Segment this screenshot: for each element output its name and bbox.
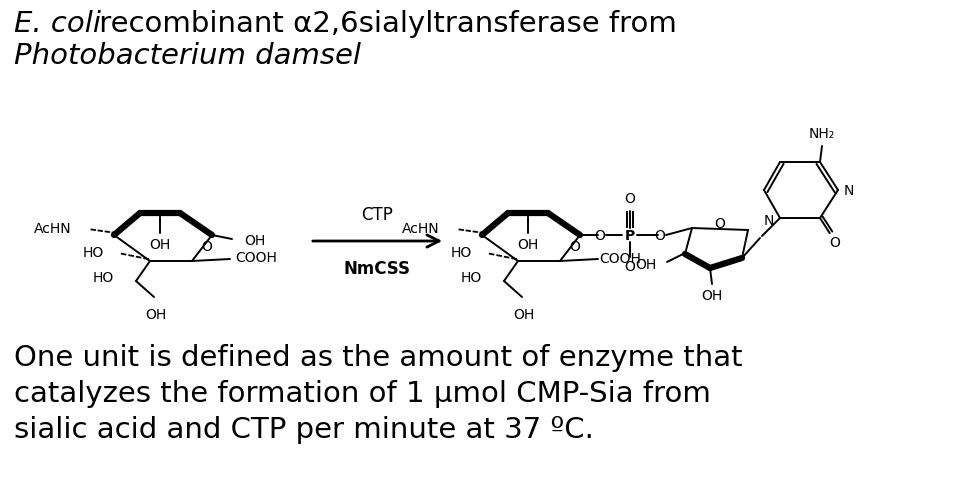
Text: OH: OH [636,258,657,272]
Text: O: O [595,228,605,242]
Text: OH: OH [701,289,722,303]
Text: catalyzes the formation of 1 μmol CMP-Sia from: catalyzes the formation of 1 μmol CMP-Si… [14,379,711,407]
Text: NmCSS: NmCSS [344,260,411,278]
Text: OH: OH [146,308,167,321]
Text: OH: OH [517,237,538,252]
Text: recombinant α2,6sialyltransferase from: recombinant α2,6sialyltransferase from [90,10,677,38]
Text: OH: OH [244,233,265,247]
Text: AcHN: AcHN [34,221,72,235]
Text: N: N [764,213,774,227]
Text: HO: HO [461,271,482,285]
Text: O: O [625,191,635,205]
Text: O: O [830,235,840,249]
Text: NH₂: NH₂ [809,127,835,141]
Text: ⁻: ⁻ [638,256,645,269]
Text: COOH: COOH [599,252,641,266]
Text: O: O [654,228,666,242]
Text: HO: HO [82,245,104,260]
Text: P: P [625,228,635,242]
Text: One unit is defined as the amount of enzyme that: One unit is defined as the amount of enz… [14,343,742,371]
Text: Photobacterium damsel: Photobacterium damsel [14,42,361,70]
Text: CTP: CTP [361,205,394,223]
Text: OH: OH [149,237,171,252]
Text: sialic acid and CTP per minute at 37 ºC.: sialic acid and CTP per minute at 37 ºC. [14,415,594,443]
Text: E. coli: E. coli [14,10,101,38]
Text: O: O [715,216,725,230]
Text: OH: OH [513,308,535,321]
Text: O: O [201,239,213,254]
Text: HO: HO [451,245,472,260]
Text: O: O [625,260,635,274]
Text: O: O [570,239,581,254]
Text: COOH: COOH [235,250,277,265]
Text: N: N [844,184,855,197]
Text: AcHN: AcHN [402,221,440,235]
Text: HO: HO [93,271,114,285]
